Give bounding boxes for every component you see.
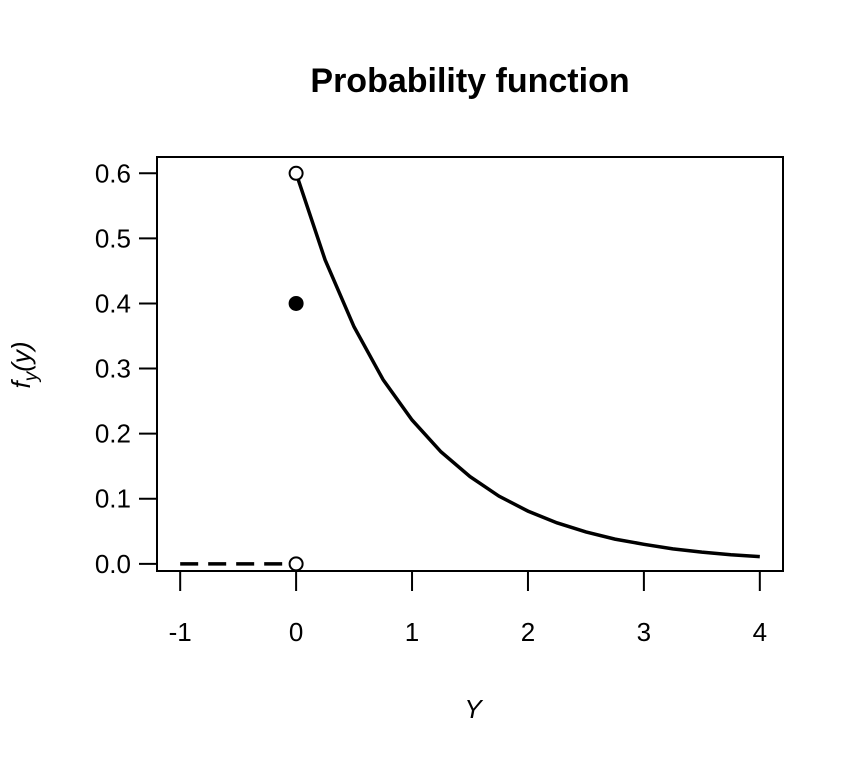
plot-box bbox=[156, 156, 784, 572]
y-label-subscript: y bbox=[21, 370, 42, 383]
point bbox=[288, 165, 304, 181]
y-tick-label: 0.5 bbox=[95, 223, 131, 253]
x-tick-label: 4 bbox=[753, 617, 767, 647]
x-tick-label: -1 bbox=[169, 617, 192, 647]
y-tick-label: 0.1 bbox=[95, 484, 131, 514]
y-tick-label: 0.6 bbox=[95, 158, 131, 188]
y-tick-label: 0.4 bbox=[95, 288, 131, 318]
y-tick-label: 0.0 bbox=[95, 549, 131, 579]
y-label-base: f bbox=[6, 379, 36, 389]
x-axis-label: Y bbox=[464, 694, 483, 724]
y-axis-label: fy(y) bbox=[6, 341, 42, 388]
point bbox=[288, 295, 304, 311]
line bbox=[294, 172, 760, 559]
x-tick-label: 3 bbox=[637, 617, 651, 647]
x-tick-label: 1 bbox=[405, 617, 419, 647]
y-label-rest: (y) bbox=[6, 341, 36, 371]
y-tick-label: 0.3 bbox=[95, 354, 131, 384]
point bbox=[288, 556, 304, 572]
chart-title: Probability function bbox=[310, 62, 629, 100]
x-tick-label: 2 bbox=[521, 617, 535, 647]
y-tick-label: 0.2 bbox=[95, 419, 131, 449]
x-tick-label: 0 bbox=[289, 617, 303, 647]
